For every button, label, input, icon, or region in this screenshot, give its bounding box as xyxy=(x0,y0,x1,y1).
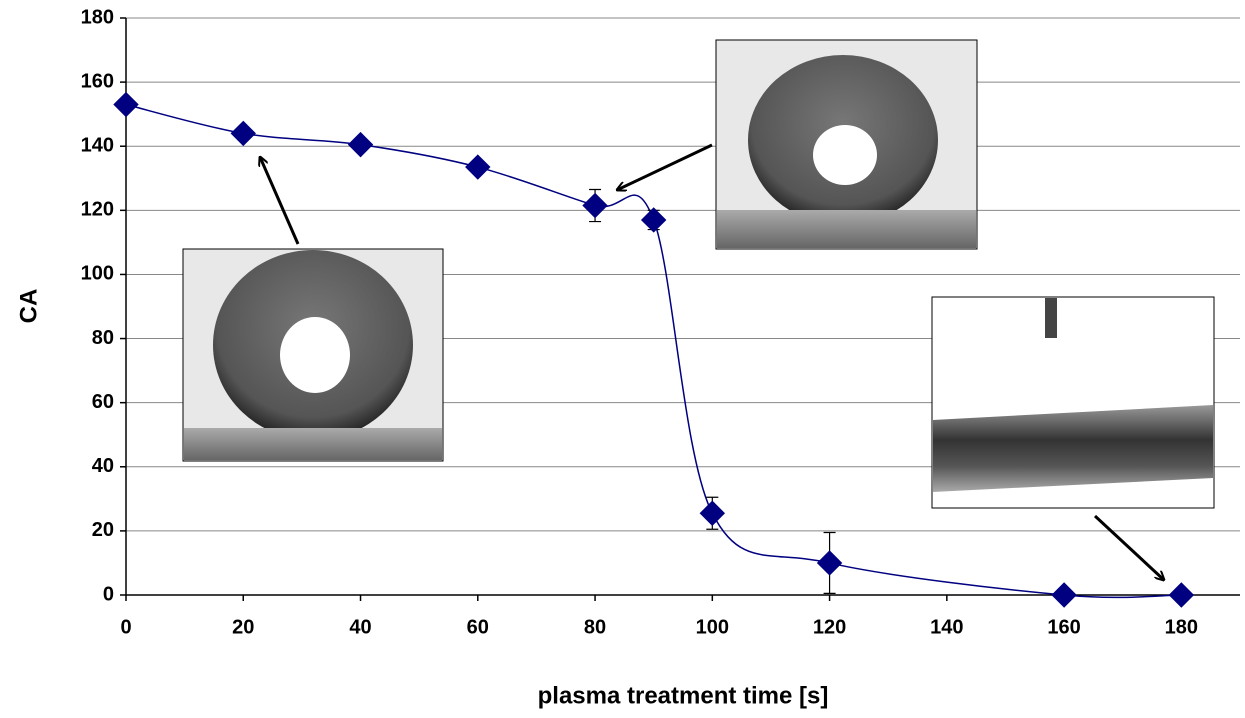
inset-image xyxy=(715,39,978,250)
data-point xyxy=(699,500,726,526)
y-tick-label: 60 xyxy=(92,391,114,413)
y-tick-label: 40 xyxy=(92,455,114,477)
inset-image xyxy=(182,248,444,462)
y-axis-label: CA xyxy=(15,289,42,324)
data-point xyxy=(113,91,139,118)
inset-image xyxy=(931,296,1215,509)
x-tick-label: 160 xyxy=(1047,616,1080,638)
x-tick-label: 60 xyxy=(467,616,489,638)
y-tick-label: 0 xyxy=(103,583,114,605)
y-tick-label: 100 xyxy=(81,263,114,285)
y-tick-label: 160 xyxy=(81,70,114,92)
data-point xyxy=(1168,582,1195,608)
data-point xyxy=(816,550,843,576)
y-tick-label: 180 xyxy=(81,6,114,28)
x-tick-label: 140 xyxy=(930,616,963,638)
data-point xyxy=(1051,582,1077,608)
arrow xyxy=(260,157,300,245)
arrow xyxy=(617,143,713,190)
y-tick-label: 120 xyxy=(81,199,114,221)
y-tick-label: 140 xyxy=(81,135,114,157)
x-tick-label: 180 xyxy=(1165,616,1198,638)
x-tick-label: 0 xyxy=(120,616,131,638)
inset-images xyxy=(182,39,1215,509)
arrow xyxy=(1093,514,1164,580)
data-point xyxy=(230,120,256,147)
x-axis-label: plasma treatment time [s] xyxy=(538,682,829,709)
data-point xyxy=(582,192,608,219)
x-tick-label: 120 xyxy=(813,616,846,638)
data-point xyxy=(347,131,374,158)
data-point xyxy=(640,207,667,233)
x-tick-label: 20 xyxy=(232,616,254,638)
x-tick-label: 100 xyxy=(696,616,729,638)
arrows xyxy=(260,143,1164,580)
y-tick-label: 20 xyxy=(92,519,114,541)
y-tick-label: 80 xyxy=(92,327,114,349)
x-tick-label: 40 xyxy=(349,616,371,638)
x-tick-label: 80 xyxy=(584,616,606,638)
data-point xyxy=(465,154,491,180)
